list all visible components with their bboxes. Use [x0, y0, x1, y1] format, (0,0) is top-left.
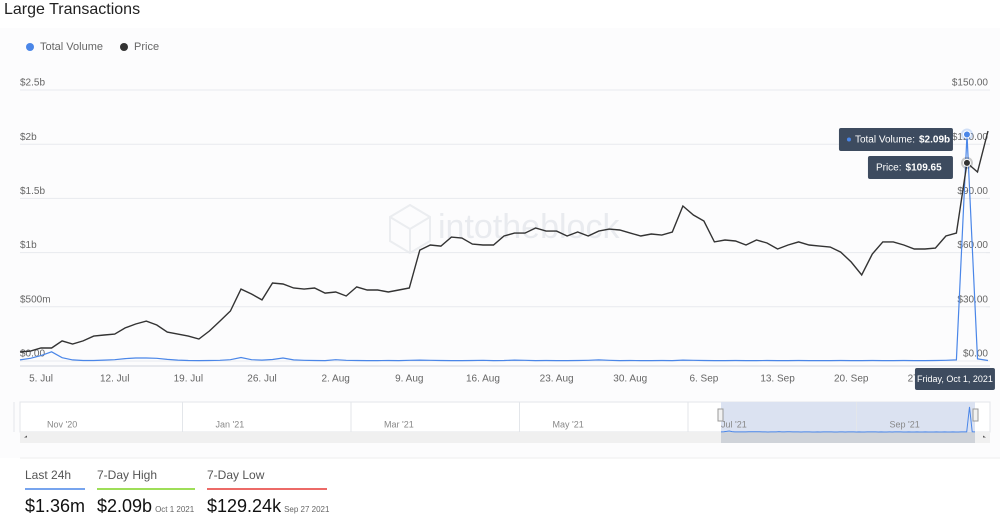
tooltip-value: $2.09b [919, 135, 950, 146]
scrollbar-thumb[interactable] [721, 432, 975, 443]
x-tick-label: 9. Aug [395, 374, 423, 385]
series-line [19, 134, 989, 362]
tooltip-dot [846, 137, 851, 142]
x-tick-label: 12. Jul [100, 374, 129, 385]
tooltip-date-box [914, 368, 995, 390]
y-tick-label: $1.5b [20, 186, 45, 197]
y2-tick-label: $150.00 [952, 78, 989, 89]
x-tick-label: 6. Sep [689, 374, 718, 385]
navigator-label: Jul '21 [721, 419, 747, 429]
x-tick-label: 23. Aug [540, 374, 574, 385]
y2-tick-label: $0.00 [963, 349, 988, 360]
navigator-selection[interactable] [721, 402, 975, 432]
chart-panel [0, 28, 1000, 458]
series-line [19, 130, 989, 353]
y-tick-label: $1b [20, 240, 37, 251]
summary-label: 7-Day Low [207, 468, 265, 482]
hover-point [962, 130, 971, 139]
scrollbar-track[interactable] [20, 432, 990, 443]
x-tick-label: 2. Aug [321, 374, 349, 385]
y-tick-label: $2b [20, 132, 37, 143]
summary-value: $1.36m [25, 496, 85, 516]
navigator-label: Mar '21 [384, 419, 414, 429]
tooltip-box [838, 128, 953, 151]
y2-tick-label: $30.00 [957, 294, 988, 305]
tooltip-label: Total Volume: [855, 135, 915, 146]
navigator-handle[interactable] [972, 408, 979, 422]
navigator-label: Sep '21 [890, 419, 920, 429]
legend-label: Total Volume [40, 41, 103, 53]
y2-tick-label: $60.00 [957, 240, 988, 251]
x-tick-label: 26. Jul [247, 374, 276, 385]
navigator-label: May '21 [553, 419, 584, 429]
legend-label: Price [134, 41, 159, 53]
summary-value: $129.24k [207, 496, 282, 516]
navigator-label: Jan '21 [216, 419, 245, 429]
y-tick-label: $0.00 [20, 349, 45, 360]
y2-tick-label: $120.00 [952, 132, 989, 143]
legend-marker [120, 43, 128, 51]
x-tick-label: 19. Jul [174, 374, 203, 385]
x-tick-label: 13. Sep [760, 374, 795, 385]
summary-label: 7-Day High [97, 468, 157, 482]
tooltip-label: Price: [876, 163, 902, 174]
x-tick-label: 30. Aug [613, 374, 647, 385]
watermark: intotheblock [438, 208, 620, 246]
page-title: Large Transactions [4, 1, 140, 18]
summary-value: $2.09b [97, 496, 152, 516]
navigator-line [720, 406, 976, 433]
x-tick-label: 16. Aug [466, 374, 500, 385]
tooltip-box [867, 156, 953, 179]
summary-date: Oct 1 2021 [155, 505, 195, 514]
navigator-label: Nov '20 [47, 419, 77, 429]
y-tick-label: $2.5b [20, 78, 45, 89]
y-tick-label: $500m [20, 294, 51, 305]
summary-date: Sep 27 2021 [284, 505, 330, 514]
legend-marker [26, 43, 34, 51]
y2-tick-label: $90.00 [957, 186, 988, 197]
navigator-handle[interactable] [717, 408, 724, 422]
x-tick-label: 20. Sep [834, 374, 869, 385]
tooltip-date: Friday, Oct 1, 2021 [917, 374, 993, 384]
tooltip-value: $109.65 [906, 163, 943, 174]
hover-point [962, 158, 971, 167]
summary-label: Last 24h [25, 468, 71, 482]
x-tick-label: 5. Jul [29, 374, 53, 385]
